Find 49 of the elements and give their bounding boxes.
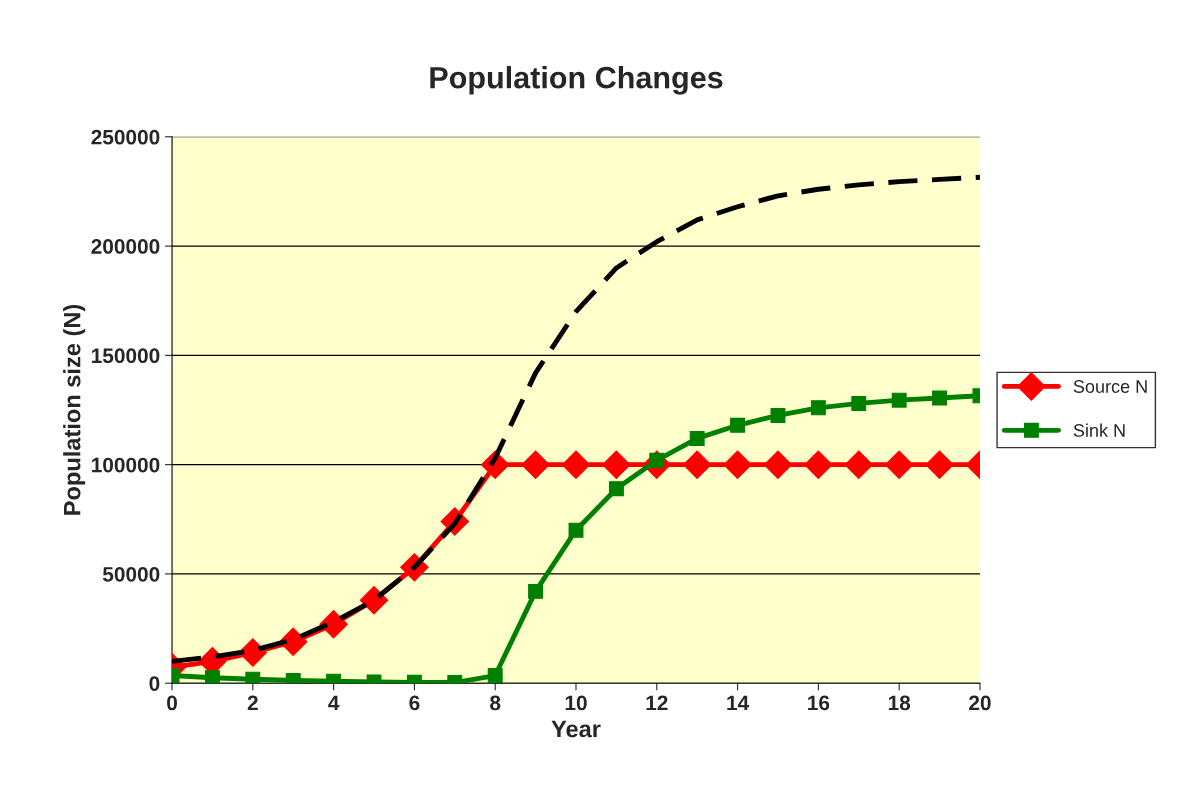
- y-tick-label: 50000: [102, 566, 160, 582]
- point: [689, 430, 705, 446]
- point: [723, 450, 752, 479]
- point: [763, 450, 793, 479]
- x-tick-label: 12: [646, 695, 668, 711]
- x-tick-label: 8: [490, 695, 501, 711]
- x-tick-label: 6: [409, 695, 420, 711]
- point: [528, 583, 544, 599]
- point: [568, 522, 584, 538]
- point: [521, 450, 550, 479]
- y-tick-label: 150000: [92, 348, 160, 364]
- point: [561, 450, 591, 479]
- point: [682, 450, 712, 479]
- point: [844, 450, 874, 479]
- point: [602, 450, 631, 479]
- x-tick-label: 16: [808, 695, 830, 711]
- x-tick-label: 20: [969, 695, 991, 711]
- point: [810, 400, 826, 416]
- point: [770, 408, 786, 423]
- point: [278, 627, 308, 656]
- point: [851, 395, 867, 411]
- point: [884, 450, 914, 479]
- y-tick-label: 0: [149, 676, 160, 691]
- legend-label: Sink N: [1073, 423, 1125, 437]
- point: [925, 450, 954, 479]
- point: [204, 670, 220, 684]
- chart-title: Population Changes: [430, 66, 723, 95]
- y-tick-label: 250000: [91, 129, 160, 145]
- x-tick-label: 18: [888, 695, 911, 711]
- point: [730, 417, 746, 433]
- x-tick-label: 2: [247, 695, 258, 711]
- point: [359, 585, 389, 615]
- point: [608, 481, 624, 497]
- point: [319, 609, 348, 639]
- legend-label: Source N: [1073, 380, 1147, 393]
- point: [804, 450, 833, 479]
- point: [245, 671, 261, 684]
- point: [487, 668, 503, 684]
- x-axis-title: Year: [551, 720, 601, 738]
- point: [932, 390, 948, 406]
- x-tick-label: 4: [328, 695, 340, 711]
- x-tick-label: 14: [727, 695, 750, 711]
- point: [238, 638, 268, 667]
- x-tick-label: 0: [167, 695, 177, 711]
- x-tick-label: 10: [565, 695, 587, 711]
- y-tick-label: 200000: [91, 239, 160, 254]
- point: [891, 392, 907, 408]
- y-axis-title: Population size (N): [63, 304, 86, 515]
- y-tick-label: 100000: [92, 457, 160, 473]
